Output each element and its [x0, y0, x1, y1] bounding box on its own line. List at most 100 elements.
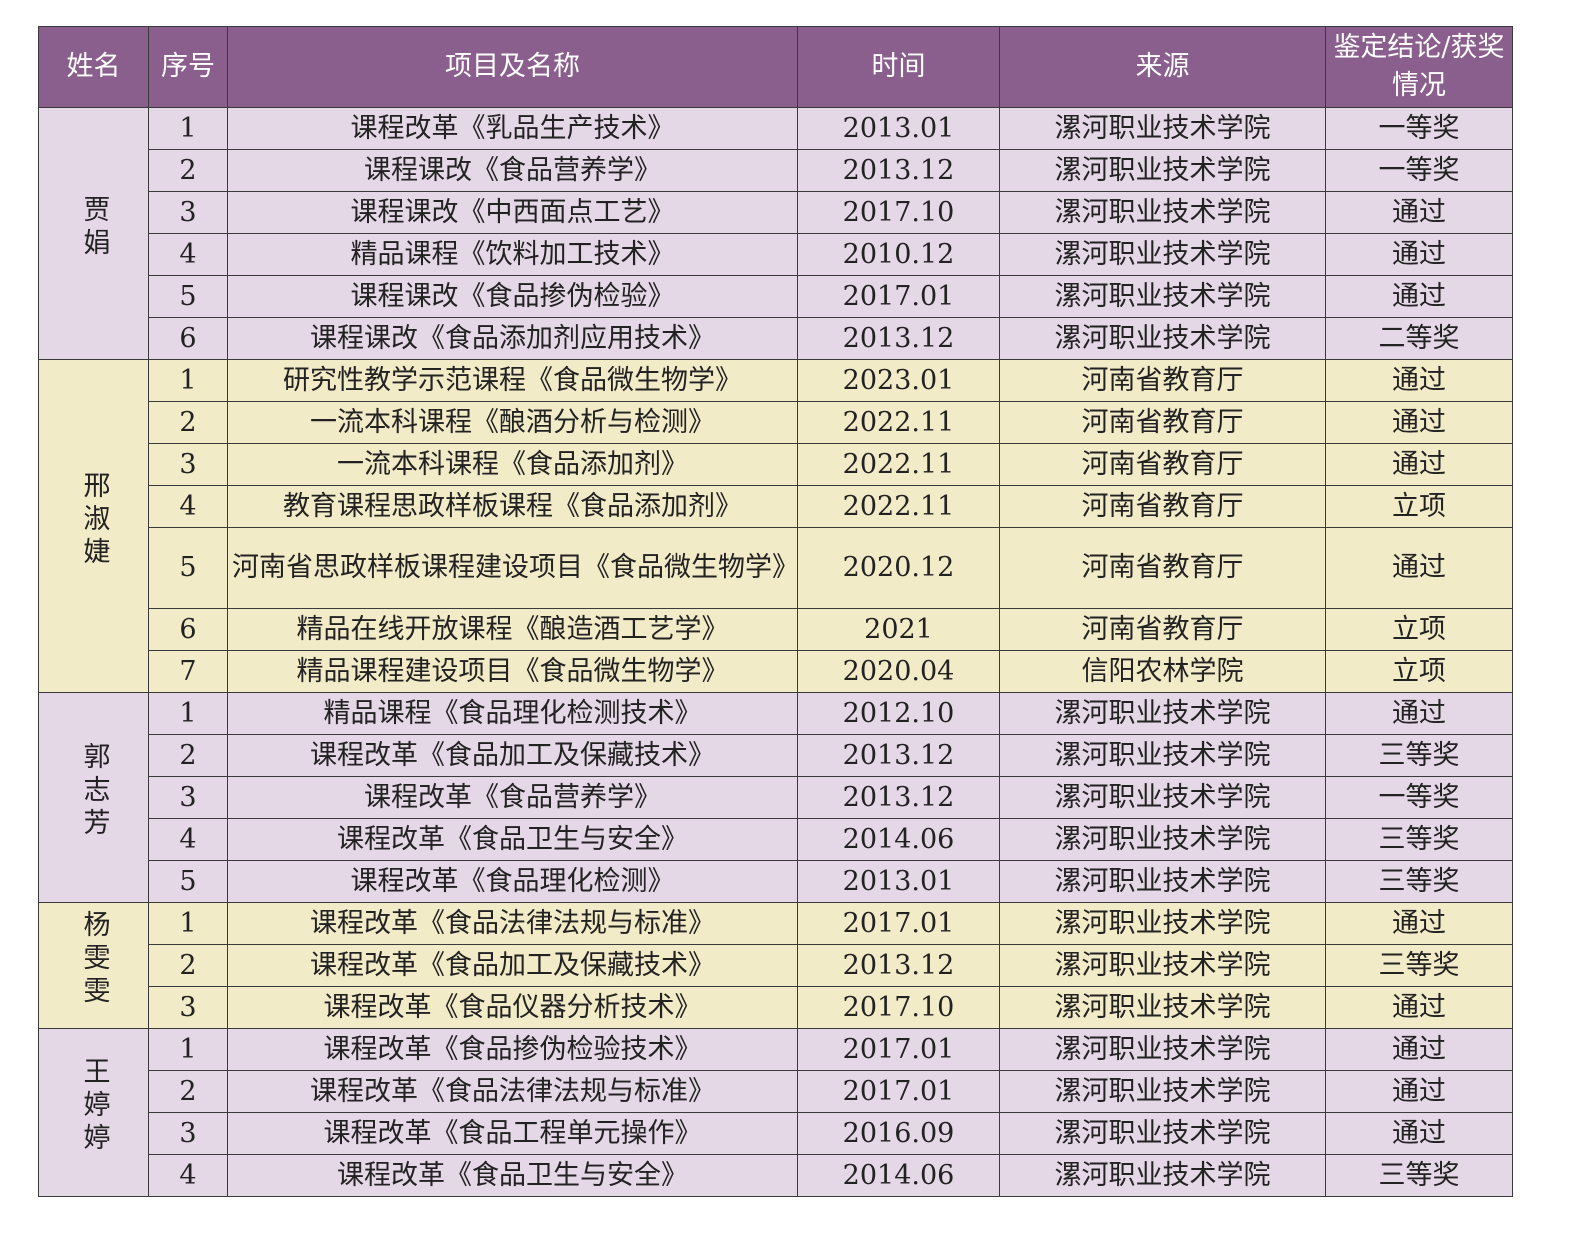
cell-project: 课程课改《食品营养学》 [227, 149, 798, 192]
cell-index: 4 [148, 485, 228, 528]
cell-index: 2 [148, 734, 228, 777]
table-row: 4 课程改革《食品卫生与安全》 2014.06 漯河职业技术学院 三等奖 [39, 1154, 1513, 1197]
cell-project: 课程改革《食品卫生与安全》 [227, 1154, 798, 1197]
cell-time: 2013.12 [797, 149, 1000, 192]
cell-person-name: 王婷婷 [38, 1028, 149, 1197]
table-row: 7 精品课程建设项目《食品微生物学》 2020.04 信阳农林学院 立项 [39, 650, 1513, 693]
cell-project: 课程课改《食品添加剂应用技术》 [227, 317, 798, 360]
person-name: 贾娟 [78, 194, 110, 261]
cell-index: 2 [148, 401, 228, 444]
header-name: 姓名 [38, 26, 149, 108]
cell-result: 一等奖 [1325, 149, 1513, 192]
cell-source: 漯河职业技术学院 [999, 776, 1326, 819]
cell-result: 通过 [1325, 401, 1513, 444]
cell-time: 2023.01 [797, 359, 1000, 402]
cell-source: 河南省教育厅 [999, 527, 1326, 609]
cell-time: 2012.10 [797, 692, 1000, 735]
cell-project: 课程改革《食品仪器分析技术》 [227, 986, 798, 1029]
cell-source: 漯河职业技术学院 [999, 818, 1326, 861]
cell-result: 通过 [1325, 902, 1513, 945]
cell-source: 河南省教育厅 [999, 608, 1326, 651]
cell-index: 6 [148, 608, 228, 651]
cell-index: 1 [148, 1028, 228, 1071]
cell-time: 2013.12 [797, 734, 1000, 777]
cell-source: 河南省教育厅 [999, 485, 1326, 528]
cell-project: 课程改革《食品营养学》 [227, 776, 798, 819]
header-index: 序号 [148, 26, 228, 108]
cell-result: 通过 [1325, 359, 1513, 402]
cell-time: 2017.01 [797, 275, 1000, 318]
cell-index: 2 [148, 1070, 228, 1113]
cell-time: 2017.10 [797, 191, 1000, 234]
person-name: 郭志芳 [78, 742, 110, 841]
cell-time: 2020.04 [797, 650, 1000, 693]
cell-source: 信阳农林学院 [999, 650, 1326, 693]
cell-source: 漯河职业技术学院 [999, 734, 1326, 777]
cell-index: 7 [148, 650, 228, 693]
cell-person-name: 贾娟 [38, 107, 149, 360]
table-row: 2 一流本科课程《酿酒分析与检测》 2022.11 河南省教育厅 通过 [39, 401, 1513, 444]
table-body: 贾娟 1 课程改革《乳品生产技术》 2013.01 漯河职业技术学院 一等奖 2 课程课改《食… [38, 107, 1513, 1197]
cell-result: 三等奖 [1325, 860, 1513, 903]
cell-result: 通过 [1325, 1112, 1513, 1155]
course-reform-table: 姓名 序号 项目及名称 时间 来源 鉴定结论/获奖情况 贾娟 1 课程改革《乳品生产… [38, 26, 1513, 1197]
cell-project: 课程改革《食品卫生与安全》 [227, 818, 798, 861]
person-name: 杨雯雯 [78, 910, 110, 1009]
cell-time: 2017.10 [797, 986, 1000, 1029]
table-row: 3 课程改革《食品仪器分析技术》 2017.10 漯河职业技术学院 通过 [39, 986, 1513, 1029]
table-row: 5 课程课改《食品掺伪检验》 2017.01 漯河职业技术学院 通过 [39, 275, 1513, 318]
cell-project: 研究性教学示范课程《食品微生物学》 [227, 359, 798, 402]
table-row: 郭志芳 1 精品课程《食品理化检测技术》 2012.10 漯河职业技术学院 通过 [38, 692, 1513, 903]
cell-result: 立项 [1325, 650, 1513, 693]
cell-result: 通过 [1325, 692, 1513, 735]
cell-project: 河南省思政样板课程建设项目《食品微生物学》 [227, 527, 799, 609]
cell-result: 立项 [1325, 485, 1513, 528]
cell-person-name: 杨雯雯 [38, 902, 149, 1029]
table-row: 3 课程改革《食品工程单元操作》 2016.09 漯河职业技术学院 通过 [39, 1112, 1513, 1155]
cell-index: 4 [148, 818, 228, 861]
cell-project: 课程改革《食品加工及保藏技术》 [227, 734, 798, 777]
table-row: 2 课程改革《食品加工及保藏技术》 2013.12 漯河职业技术学院 三等奖 [39, 944, 1513, 987]
cell-project: 精品课程《饮料加工技术》 [227, 233, 798, 276]
cell-time: 2022.11 [797, 401, 1000, 444]
header-project: 项目及名称 [227, 26, 798, 108]
cell-result: 三等奖 [1325, 734, 1513, 777]
cell-project: 课程改革《食品理化检测》 [227, 860, 798, 903]
table-row: 5 课程改革《食品理化检测》 2013.01 漯河职业技术学院 三等奖 [39, 860, 1513, 903]
cell-project: 教育课程思政样板课程《食品添加剂》 [227, 485, 798, 528]
cell-index: 2 [148, 149, 228, 192]
cell-project: 课程改革《食品法律法规与标准》 [227, 902, 798, 945]
table-row: 贾娟 1 课程改革《乳品生产技术》 2013.01 漯河职业技术学院 一等奖 [38, 107, 1513, 360]
cell-index: 3 [148, 776, 228, 819]
cell-project: 精品课程建设项目《食品微生物学》 [227, 650, 798, 693]
cell-time: 2020.12 [797, 527, 1000, 609]
cell-index: 1 [148, 359, 228, 402]
cell-index: 5 [148, 860, 228, 903]
cell-index: 1 [148, 902, 228, 945]
cell-index: 4 [148, 233, 228, 276]
cell-index: 3 [148, 191, 228, 234]
cell-result: 通过 [1325, 443, 1513, 486]
cell-project: 课程改革《食品掺伪检验技术》 [227, 1028, 798, 1071]
cell-time: 2022.11 [797, 485, 1000, 528]
cell-index: 4 [148, 1154, 228, 1197]
cell-project: 课程改革《乳品生产技术》 [227, 107, 798, 150]
cell-source: 漯河职业技术学院 [999, 860, 1326, 903]
cell-time: 2014.06 [797, 818, 1000, 861]
cell-index: 1 [148, 107, 228, 150]
cell-time: 2022.11 [797, 443, 1000, 486]
cell-source: 漯河职业技术学院 [999, 692, 1326, 735]
cell-source: 漯河职业技术学院 [999, 149, 1326, 192]
cell-index: 2 [148, 944, 228, 987]
cell-source: 河南省教育厅 [999, 401, 1326, 444]
cell-project: 课程改革《食品加工及保藏技术》 [227, 944, 798, 987]
cell-index: 3 [148, 986, 228, 1029]
header-row: 姓名 序号 项目及名称 时间 来源 鉴定结论/获奖情况 [38, 26, 1513, 108]
cell-result: 通过 [1325, 1070, 1513, 1113]
cell-time: 2016.09 [797, 1112, 1000, 1155]
cell-time: 2017.01 [797, 1028, 1000, 1071]
table-row: 5 河南省思政样板课程建设项目《食品微生物学》 2020.12 河南省教育厅 通过 [39, 527, 1513, 609]
cell-time: 2013.01 [797, 107, 1000, 150]
cell-index: 6 [148, 317, 228, 360]
cell-index: 1 [148, 692, 228, 735]
